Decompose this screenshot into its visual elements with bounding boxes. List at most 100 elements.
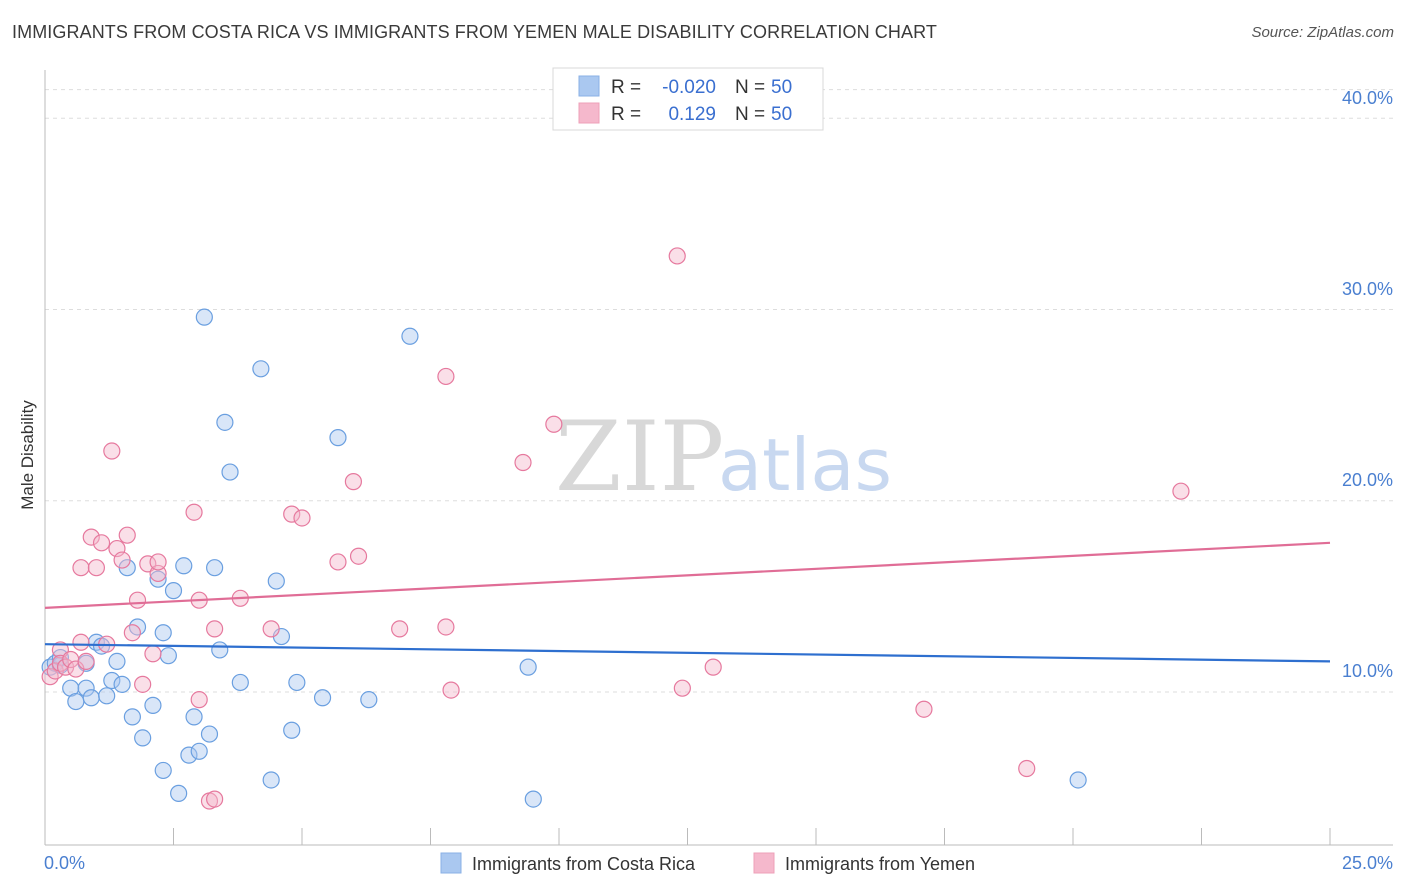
- point-yemen: [118, 526, 136, 544]
- point-costa-rica: [134, 729, 152, 747]
- legend-n-value-yemen: 50: [771, 104, 792, 125]
- point-costa-rica: [154, 624, 172, 642]
- point-costa-rica: [190, 742, 208, 760]
- point-yemen: [437, 367, 455, 386]
- point-yemen: [77, 652, 95, 671]
- point-costa-rica: [401, 327, 419, 345]
- point-costa-rica: [185, 708, 203, 726]
- point-costa-rica: [159, 647, 177, 665]
- y-tick-label-40: 40.0%: [1342, 88, 1393, 108]
- legend-n-label-yemen: N =: [735, 104, 765, 125]
- point-yemen: [329, 553, 347, 571]
- legend-r-label-costa-rica: R =: [611, 77, 641, 98]
- point-costa-rica: [252, 360, 270, 378]
- point-yemen: [514, 453, 532, 472]
- legend-r-label-yemen: R =: [611, 104, 641, 125]
- trend-line-yemen: [44, 541, 1331, 609]
- point-yemen: [149, 553, 167, 571]
- point-yemen: [1172, 482, 1190, 500]
- y-axis-label: Male Disability: [18, 400, 37, 510]
- trend-lines: [44, 541, 1331, 663]
- point-costa-rica: [77, 679, 95, 697]
- y-tick-label-10: 10.0%: [1342, 661, 1393, 681]
- point-yemen: [668, 247, 686, 265]
- legend-n-label-costa-rica: N =: [735, 77, 765, 98]
- point-yemen: [391, 620, 409, 638]
- point-costa-rica: [154, 761, 172, 780]
- correlation-legend: R = -0.020 N = 50 R = 0.129 N = 50: [552, 67, 824, 131]
- point-costa-rica: [103, 671, 121, 690]
- x-tick-label-min: 0.0%: [44, 853, 85, 873]
- point-yemen: [283, 505, 301, 523]
- point-yemen: [442, 681, 460, 699]
- bottom-legend-label-costa-rica: Immigrants from Costa Rica: [472, 854, 696, 874]
- point-yemen: [82, 528, 100, 546]
- point-costa-rica: [149, 570, 167, 588]
- point-yemen: [123, 624, 141, 642]
- point-costa-rica: [195, 308, 213, 326]
- point-costa-rica: [200, 725, 219, 743]
- point-yemen: [190, 691, 208, 709]
- point-costa-rica: [164, 582, 183, 600]
- x-tick-marks: [44, 828, 1331, 845]
- point-costa-rica: [216, 413, 234, 431]
- watermark-atlas: atlas: [718, 423, 892, 507]
- point-yemen: [293, 509, 311, 527]
- point-costa-rica: [262, 771, 280, 789]
- bottom-legend-swatch-costa-rica: [440, 852, 462, 874]
- point-costa-rica: [180, 746, 198, 764]
- point-yemen: [437, 618, 455, 636]
- point-yemen: [134, 675, 152, 693]
- point-costa-rica: [313, 689, 332, 707]
- y-tick-label-20: 20.0%: [1342, 470, 1393, 490]
- point-yemen: [349, 547, 368, 565]
- point-costa-rica: [170, 784, 188, 802]
- point-costa-rica: [221, 463, 239, 481]
- point-costa-rica: [113, 675, 131, 693]
- data-points: [41, 247, 1190, 810]
- bottom-legend-label-yemen: Immigrants from Yemen: [785, 854, 975, 874]
- trend-line-costa-rica: [44, 643, 1331, 663]
- chart-title: IMMIGRANTS FROM COSTA RICA VS IMMIGRANTS…: [12, 22, 937, 42]
- point-yemen: [72, 633, 90, 651]
- point-costa-rica: [360, 691, 378, 709]
- point-yemen: [113, 551, 131, 569]
- legend-n-value-costa-rica: 50: [771, 77, 792, 98]
- point-costa-rica: [82, 689, 100, 707]
- series-legend: Immigrants from Costa Rica Immigrants fr…: [440, 852, 975, 874]
- legend-r-value-yemen: 0.129: [668, 104, 716, 125]
- point-costa-rica: [519, 658, 537, 676]
- point-yemen: [344, 473, 362, 491]
- y-tick-label-30: 30.0%: [1342, 279, 1393, 299]
- x-tick-label-max: 25.0%: [1342, 853, 1393, 873]
- legend-swatch-costa-rica: [578, 75, 600, 97]
- point-yemen: [673, 679, 691, 697]
- source-label: Source: ZipAtlas.com: [1251, 24, 1394, 41]
- legend-r-value-costa-rica: -0.020: [662, 77, 716, 98]
- watermark-zip: ZIP: [555, 401, 724, 513]
- point-yemen: [87, 559, 106, 577]
- point-yemen: [915, 700, 933, 718]
- point-costa-rica: [1069, 771, 1087, 789]
- point-yemen: [128, 591, 147, 609]
- point-yemen: [704, 658, 722, 676]
- point-costa-rica: [211, 641, 229, 659]
- point-costa-rica: [123, 708, 141, 726]
- legend-swatch-yemen: [578, 102, 600, 124]
- point-costa-rica: [98, 687, 116, 705]
- point-costa-rica: [283, 721, 301, 739]
- point-yemen: [92, 534, 111, 552]
- point-costa-rica: [175, 557, 193, 575]
- bottom-legend-swatch-yemen: [753, 852, 775, 874]
- point-costa-rica: [108, 652, 126, 671]
- point-yemen: [1018, 759, 1036, 778]
- point-costa-rica: [267, 572, 285, 590]
- point-yemen: [545, 415, 563, 433]
- point-costa-rica: [67, 692, 85, 711]
- point-costa-rica: [288, 673, 306, 692]
- point-costa-rica: [144, 696, 162, 714]
- point-yemen: [185, 503, 203, 521]
- point-yemen: [144, 645, 162, 663]
- point-yemen: [206, 790, 224, 808]
